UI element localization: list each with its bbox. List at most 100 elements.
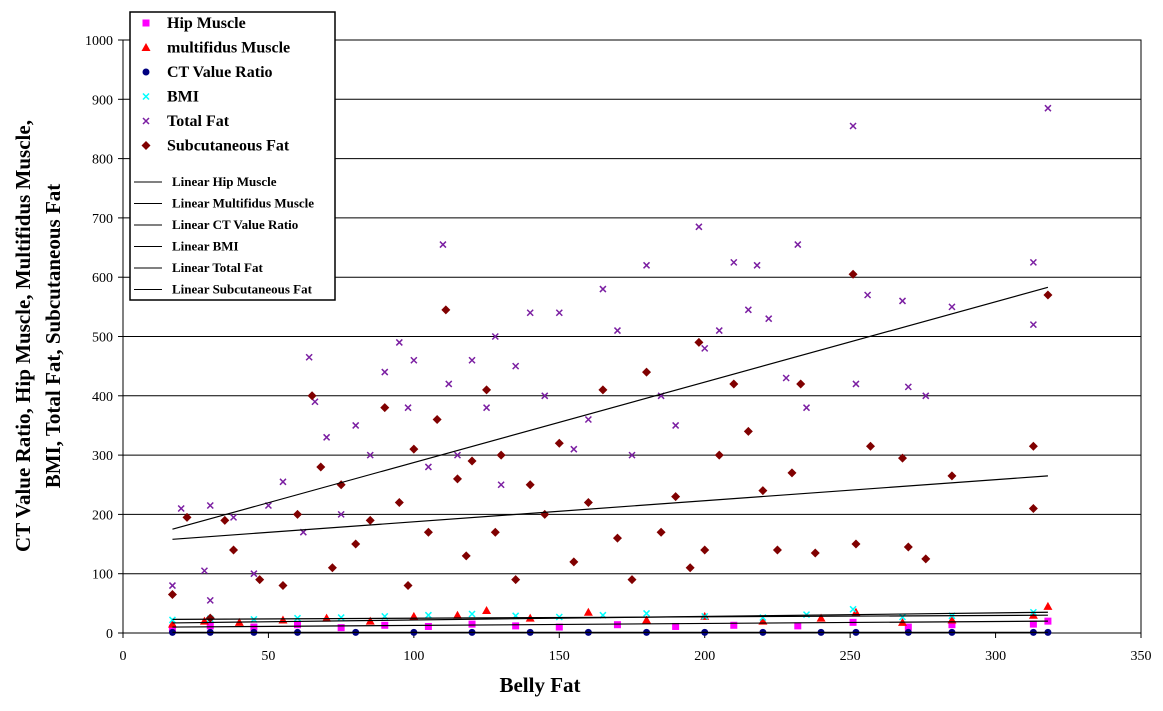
marker <box>452 610 462 619</box>
marker <box>904 623 912 631</box>
marker <box>642 615 652 624</box>
x-tick-label: 350 <box>1131 649 1152 664</box>
legend-label: Linear BMI <box>172 239 239 254</box>
marker <box>142 68 150 76</box>
y-tick-label: 100 <box>92 568 113 583</box>
trendline <box>172 286 1049 530</box>
marker <box>700 545 710 555</box>
marker <box>168 616 176 624</box>
marker <box>409 444 419 454</box>
marker <box>322 613 332 622</box>
marker <box>866 441 876 451</box>
marker <box>1028 503 1038 513</box>
x-tick-label: 200 <box>694 649 715 664</box>
y-tick-label: 1000 <box>85 34 113 49</box>
marker <box>671 492 681 502</box>
marker <box>182 512 192 522</box>
legend-label: Total Fat <box>167 113 230 130</box>
marker <box>525 480 535 490</box>
marker <box>570 445 578 453</box>
marker <box>627 575 637 585</box>
marker <box>1029 258 1037 266</box>
marker <box>337 510 345 518</box>
marker <box>922 392 930 400</box>
marker <box>512 622 520 630</box>
y-tick-label: 900 <box>92 93 113 108</box>
marker <box>168 582 176 590</box>
y-tick-label: 200 <box>92 508 113 523</box>
marker <box>554 438 564 448</box>
x-tick-label: 250 <box>840 649 861 664</box>
marker <box>403 581 413 591</box>
marker <box>394 498 404 508</box>
marker <box>482 605 492 614</box>
marker <box>802 404 811 412</box>
marker <box>849 122 857 130</box>
y-axis-label: BMI, Total Fat, Subcutaneous Fat <box>41 184 65 489</box>
legend-label: Linear Total Fat <box>172 260 263 275</box>
marker <box>424 611 432 619</box>
marker <box>424 622 432 630</box>
marker <box>323 433 331 441</box>
marker <box>903 542 913 552</box>
marker <box>205 613 215 623</box>
marker <box>584 415 592 424</box>
marker <box>921 554 931 564</box>
marker <box>656 527 666 537</box>
marker <box>337 614 345 622</box>
x-tick-label: 150 <box>549 649 570 664</box>
marker <box>512 362 520 370</box>
x-tick-label: 100 <box>403 649 424 664</box>
marker <box>200 567 208 575</box>
marker <box>555 623 563 631</box>
marker <box>1028 441 1038 451</box>
marker <box>851 539 861 549</box>
legend-label: Linear Hip Muscle <box>172 174 277 189</box>
marker <box>1044 104 1052 112</box>
marker <box>410 356 418 364</box>
y-tick-label: 700 <box>92 212 113 227</box>
marker <box>316 462 326 472</box>
x-tick-label: 50 <box>261 649 275 664</box>
marker <box>490 527 500 537</box>
marker <box>142 117 150 125</box>
marker <box>220 515 230 525</box>
marker <box>424 463 432 471</box>
marker <box>744 306 752 314</box>
marker <box>229 513 238 521</box>
marker <box>206 596 214 604</box>
marker <box>432 415 442 425</box>
y-tick-label: 800 <box>92 153 113 168</box>
trendline <box>172 620 1048 628</box>
marker <box>948 621 956 629</box>
x-tick-label: 300 <box>985 649 1006 664</box>
marker <box>1029 620 1037 628</box>
marker <box>483 404 491 412</box>
marker <box>511 575 521 585</box>
marker <box>404 404 412 412</box>
marker <box>278 581 288 591</box>
marker <box>904 383 912 391</box>
marker <box>898 297 907 305</box>
trendline <box>172 475 1048 540</box>
legend-label: CT Value Ratio <box>167 64 273 81</box>
marker <box>294 621 302 629</box>
marker <box>142 92 150 101</box>
marker <box>327 563 337 573</box>
legend-label: Linear Multifidus Muscle <box>172 196 314 211</box>
marker <box>441 305 451 315</box>
marker <box>352 421 360 429</box>
marker <box>852 380 860 388</box>
marker <box>701 344 709 352</box>
marker <box>453 451 462 459</box>
marker <box>849 605 857 613</box>
marker <box>685 563 695 573</box>
marker <box>167 589 177 599</box>
marker <box>141 43 151 51</box>
marker <box>898 613 907 621</box>
marker <box>445 380 453 388</box>
legend-box <box>129 11 336 301</box>
marker <box>279 478 287 486</box>
legend: Hip Muscle multifidus Muscle CT Value Rati… <box>129 11 336 301</box>
marker <box>555 309 563 317</box>
